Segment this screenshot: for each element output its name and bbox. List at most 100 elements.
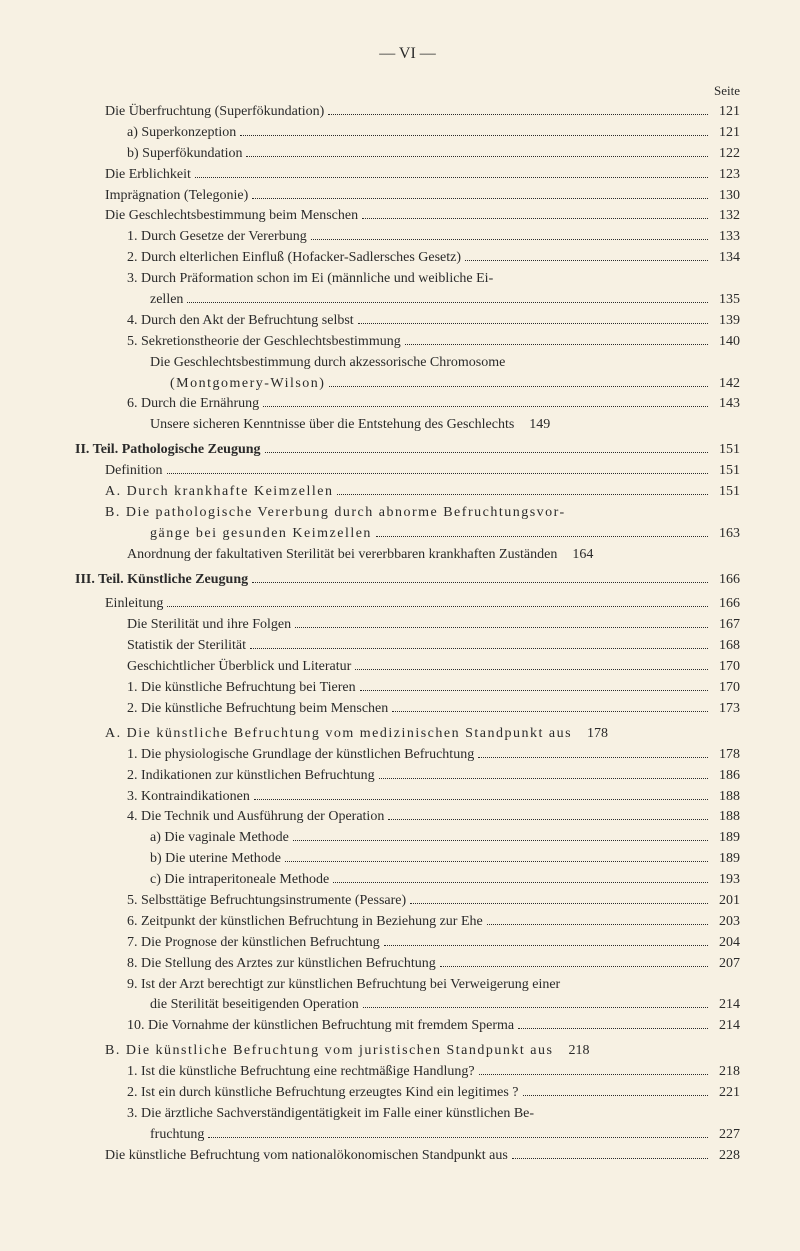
toc-page-number: 133 <box>712 228 740 247</box>
toc-page-number: 193 <box>712 871 740 890</box>
toc-line: B. Die pathologische Vererbung durch abn… <box>75 504 740 523</box>
toc-dots <box>405 344 708 345</box>
toc-dots <box>440 966 708 967</box>
toc-entry-text: B. Die künstliche Befruchtung vom jurist… <box>105 1042 553 1061</box>
toc-page-number: 167 <box>712 616 740 635</box>
toc-line: A. Durch krankhafte Keimzellen151 <box>75 483 740 502</box>
toc-line: Die künstliche Befruchtung vom nationalö… <box>75 1147 740 1166</box>
toc-dots <box>512 1158 708 1159</box>
toc-entry-text: A. Durch krankhafte Keimzellen <box>105 483 333 502</box>
toc-line: Unsere sicheren Kenntnisse über die Ents… <box>75 416 740 435</box>
toc-entry-text: Die Geschlechtsbestimmung durch akzessor… <box>150 354 505 373</box>
toc-entry-text: Definition <box>105 462 163 481</box>
toc-line: Einleitung166 <box>75 595 740 614</box>
toc-entry-text: 2. Die künstliche Befruchtung beim Mensc… <box>127 700 388 719</box>
toc-dots <box>240 135 708 136</box>
toc-page-number: 166 <box>712 595 740 614</box>
toc-entry-text: zellen <box>150 291 183 310</box>
toc-dots <box>384 945 708 946</box>
toc-page-number: 204 <box>712 934 740 953</box>
toc-page-number: 143 <box>712 395 740 414</box>
toc-line: b) Die uterine Methode189 <box>75 850 740 869</box>
toc-dots <box>333 882 708 883</box>
toc-dots <box>363 1007 708 1008</box>
toc-line: 2. Die künstliche Befruchtung beim Mensc… <box>75 700 740 719</box>
toc-line: 2. Indikationen zur künstlichen Befrucht… <box>75 767 740 786</box>
toc-line: Die Erblichkeit123 <box>75 166 740 185</box>
toc-dots <box>208 1137 708 1138</box>
page-header: — VI — <box>75 45 740 63</box>
toc-dots <box>487 924 708 925</box>
toc-entry-text: 5. Sekretionstheorie der Geschlechtsbest… <box>127 333 401 352</box>
toc-page-number: 164 <box>565 546 593 565</box>
toc-dots <box>250 648 708 649</box>
toc-page-number: 130 <box>712 187 740 206</box>
toc-dots <box>263 406 708 407</box>
toc-line: Definition 151 <box>75 462 740 481</box>
toc-page-number: 188 <box>712 808 740 827</box>
toc-page-number: 201 <box>712 892 740 911</box>
toc-line: 3. Kontraindikationen188 <box>75 788 740 807</box>
toc-line: Anordnung der fakultativen Sterilität be… <box>75 546 740 565</box>
toc-dots <box>358 323 708 324</box>
toc-page-number: 132 <box>712 207 740 226</box>
toc-dots <box>329 386 708 387</box>
toc-dots <box>252 582 708 583</box>
toc-dots <box>285 861 708 862</box>
toc-dots <box>479 1074 708 1075</box>
seite-label: Seite <box>75 83 740 99</box>
toc-page-number: 134 <box>712 249 740 268</box>
toc-page-number: 178 <box>712 746 740 765</box>
toc-line: 5. Sekretionstheorie der Geschlechtsbest… <box>75 333 740 352</box>
toc-dots <box>410 903 708 904</box>
toc-line: Die Geschlechtsbestimmung durch akzessor… <box>75 354 740 373</box>
toc-page-number: 188 <box>712 788 740 807</box>
toc-entry-text: 8. Die Stellung des Arztes zur künstlich… <box>127 955 436 974</box>
toc-entry-text: III. Teil. Künstliche Zeugung <box>75 571 248 590</box>
toc-entry-text: a) Superkonzeption <box>127 124 236 143</box>
toc-entry-text: b) Superfökundation <box>127 145 242 164</box>
toc-entry-text: Statistik der Sterilität <box>127 637 246 656</box>
toc-page-number: 151 <box>712 441 740 460</box>
toc-page-number: 122 <box>712 145 740 164</box>
toc-page-number: 207 <box>712 955 740 974</box>
toc-line: 8. Die Stellung des Arztes zur künstlich… <box>75 955 740 974</box>
toc-line: 2. Durch elterlichen Einfluß (Hofacker-S… <box>75 249 740 268</box>
toc-dots <box>388 819 708 820</box>
toc-entry-text: II. Teil. Pathologische Zeugung <box>75 441 261 460</box>
toc-dots <box>360 690 708 691</box>
toc-entry-text: A. Die künstliche Befruchtung vom medizi… <box>105 725 572 744</box>
toc-page-number: 189 <box>712 850 740 869</box>
toc-entry-text: 1. Die physiologische Grundlage der küns… <box>127 746 474 765</box>
toc-entry-text: 6. Durch die Ernährung <box>127 395 259 414</box>
toc-dots <box>379 778 708 779</box>
toc-page-number: 139 <box>712 312 740 331</box>
toc-page-number: 170 <box>712 679 740 698</box>
toc-entry-text: 4. Durch den Akt der Befruchtung selbst <box>127 312 354 331</box>
toc-line: Geschichtlicher Überblick und Literatur 1… <box>75 658 740 677</box>
toc-line: B. Die künstliche Befruchtung vom jurist… <box>75 1042 740 1061</box>
toc-page-number: 151 <box>712 462 740 481</box>
toc-dots <box>478 757 708 758</box>
toc-entry-text: gänge bei gesunden Keimzellen <box>150 525 372 544</box>
toc-dots <box>187 302 708 303</box>
toc-page-number: 214 <box>712 1017 740 1036</box>
toc-dots <box>337 494 708 495</box>
toc-line: c) Die intraperitoneale Methode193 <box>75 871 740 890</box>
toc-page-number: 170 <box>712 658 740 677</box>
toc-page-number: 189 <box>712 829 740 848</box>
toc-dots <box>167 606 708 607</box>
toc-dots <box>246 156 708 157</box>
toc-line: 1. Ist die künstliche Befruchtung eine r… <box>75 1063 740 1082</box>
toc-entry-text: die Sterilität beseitigenden Operation <box>150 996 359 1015</box>
toc-container: Die Überfruchtung (Superfökundation)121a… <box>75 103 740 1166</box>
toc-line: 4. Die Technik und Ausführung der Operat… <box>75 808 740 827</box>
toc-line: gänge bei gesunden Keimzellen163 <box>75 525 740 544</box>
toc-page-number: 218 <box>561 1042 589 1061</box>
toc-line: (Montgomery-Wilson)142 <box>75 375 740 394</box>
toc-dots <box>295 627 708 628</box>
toc-entry-text: fruchtung <box>150 1126 204 1145</box>
toc-page-number: 142 <box>712 375 740 394</box>
toc-entry-text: Anordnung der fakultativen Sterilität be… <box>127 546 557 565</box>
toc-entry-text: Geschichtlicher Überblick und Literatur <box>127 658 351 677</box>
